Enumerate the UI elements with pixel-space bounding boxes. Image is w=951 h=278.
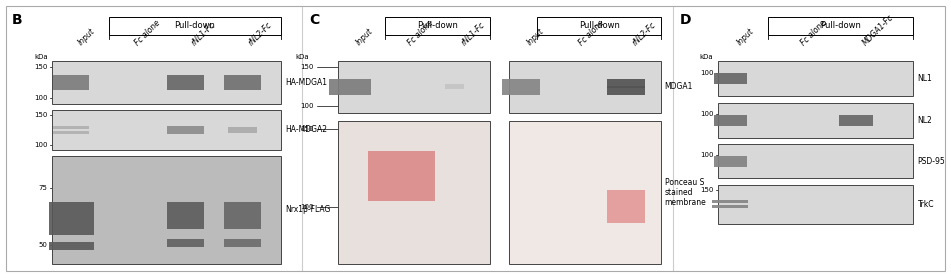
Bar [167,202,204,229]
Bar [228,127,257,133]
Text: NL1: NL1 [918,74,933,83]
Bar [712,200,748,203]
Text: Pull-down: Pull-down [175,21,215,30]
Text: 150: 150 [301,64,314,70]
Text: rNL1-Fc: rNL1-Fc [459,20,487,47]
Text: C: C [309,13,320,26]
Bar [52,156,281,264]
Bar [712,205,748,208]
Text: 150: 150 [700,187,713,193]
Text: D: D [680,13,691,26]
Bar [718,103,913,138]
Text: Input: Input [526,27,546,47]
Text: TrkC: TrkC [918,200,934,209]
Bar [53,131,89,134]
Text: PSD-95: PSD-95 [918,157,945,166]
Bar [840,115,873,126]
Bar [607,190,645,223]
Bar [718,61,913,96]
Bar [224,239,261,247]
Bar [53,75,89,90]
Text: Ponceau S
stained
membrane: Ponceau S stained membrane [665,178,707,207]
Bar [537,17,661,35]
Text: 100: 100 [34,95,48,101]
Bar [607,79,645,88]
Text: Pull-down: Pull-down [417,21,457,30]
Bar [49,202,94,235]
Bar [329,79,371,95]
Text: rNL2-Fc: rNL2-Fc [247,20,275,47]
Bar [52,110,281,150]
Text: Input: Input [735,27,755,47]
Text: kDa: kDa [700,54,713,60]
Text: 75: 75 [39,185,48,191]
Text: MDGA1-Fc: MDGA1-Fc [861,13,895,47]
Text: 150: 150 [34,64,48,70]
Bar [509,121,661,264]
Bar [53,126,89,129]
Text: 150: 150 [34,112,48,118]
Bar [224,202,261,229]
Text: HA-MDGA2: HA-MDGA2 [285,125,327,135]
Bar [338,121,490,264]
Text: 100: 100 [301,204,314,210]
Text: 100: 100 [700,111,713,117]
Text: Pull-down: Pull-down [579,21,619,30]
Text: 100: 100 [34,142,48,148]
Bar [167,126,204,134]
Bar [109,17,281,35]
Bar [713,73,747,84]
Bar [713,156,747,167]
Bar [167,239,204,247]
Bar [718,185,913,224]
Bar [52,61,281,104]
Bar [385,17,490,35]
Text: kDa: kDa [34,54,48,60]
Bar [718,144,913,178]
Text: Pull-down: Pull-down [821,21,861,30]
Text: MDGA1: MDGA1 [665,82,693,91]
Text: B: B [11,13,22,26]
Bar [49,242,94,250]
Text: kDa: kDa [296,54,309,60]
Bar [368,151,435,201]
Bar [713,115,747,126]
Text: Nrx1β-FLAG: Nrx1β-FLAG [285,205,331,214]
Text: 150: 150 [301,126,314,132]
Text: HA-MDGA1: HA-MDGA1 [285,78,327,87]
Bar [167,75,204,90]
Text: rNL1-Fc: rNL1-Fc [190,20,218,47]
Bar [509,61,661,113]
Bar [768,17,913,35]
Bar [445,84,464,90]
Bar [224,75,261,90]
Text: NL2: NL2 [918,116,933,125]
Text: Input: Input [76,27,96,47]
Text: Fc alone: Fc alone [799,18,827,47]
Text: Input: Input [355,27,375,47]
Bar [338,61,490,113]
Text: rNL2-Fc: rNL2-Fc [631,20,658,47]
Text: Fc alone: Fc alone [133,18,162,47]
Bar [607,86,645,95]
Text: 100: 100 [700,152,713,158]
Bar [502,79,540,95]
Text: Fc alone: Fc alone [406,18,435,47]
Text: 100: 100 [700,70,713,76]
Text: Fc alone: Fc alone [577,18,606,47]
Text: 50: 50 [39,242,48,248]
Text: 100: 100 [301,103,314,109]
